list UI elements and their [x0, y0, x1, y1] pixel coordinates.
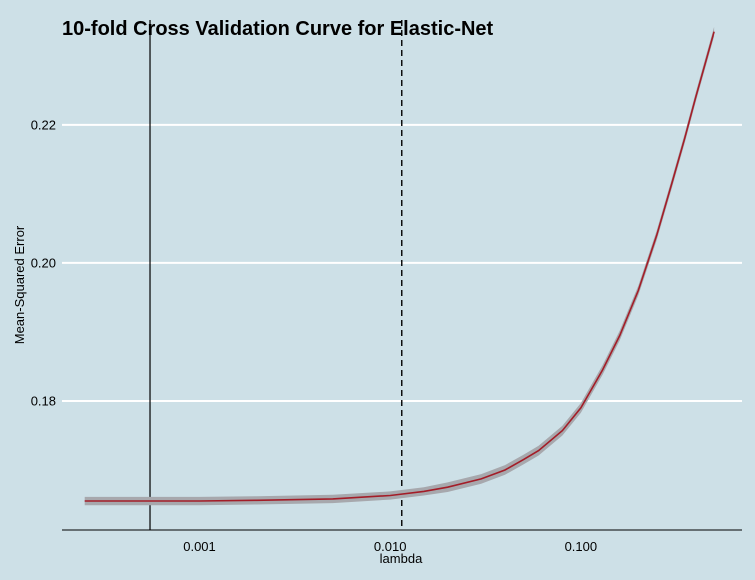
- y-tick-label: 0.18: [31, 393, 56, 408]
- cv-curve-group: [84, 31, 715, 502]
- x-tick-label: 0.100: [565, 539, 598, 554]
- error-band: [84, 26, 715, 506]
- x-tick-label: 0.010: [374, 539, 407, 554]
- y-tick-labels: 0.18 0.20 0.22: [31, 117, 56, 408]
- chart-title: 10-fold Cross Validation Curve for Elast…: [62, 18, 494, 40]
- error-band-group: [84, 26, 715, 506]
- x-tick-labels: 0.001 0.010 0.100: [183, 539, 597, 554]
- lambda-lines: [149, 20, 403, 530]
- y-tick-label: 0.22: [31, 117, 56, 132]
- y-axis-title: Mean-Squared Error: [12, 225, 27, 344]
- x-tick-label: 0.001: [183, 539, 216, 554]
- y-tick-label: 0.20: [31, 255, 56, 270]
- cv-curve: [84, 31, 715, 502]
- x-axis-title: lambda: [380, 551, 423, 566]
